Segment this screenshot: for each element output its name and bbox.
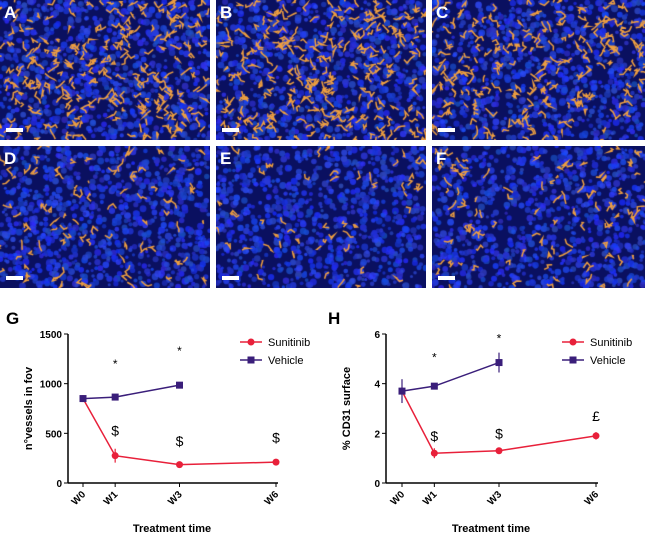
x-axis-label: Treatment time [133, 523, 211, 535]
micrograph-e: E [216, 146, 426, 288]
legend-marker [247, 338, 255, 346]
y-axis-label: % CD31 surface [341, 367, 353, 450]
data-point [111, 393, 119, 401]
scale-bar [6, 276, 23, 280]
significance-mark: $ [176, 433, 184, 449]
significance-mark: * [497, 332, 502, 346]
micrograph-c: C [432, 0, 645, 140]
panel-label: A [4, 3, 17, 22]
panel-label: C [436, 3, 449, 22]
y-tick-label: 1000 [40, 380, 63, 391]
significance-mark: $ [111, 422, 119, 438]
data-point [176, 461, 183, 469]
scale-bar [438, 276, 455, 280]
legend-label: Vehicle [590, 355, 625, 367]
x-tick-label: W1 [421, 489, 440, 508]
legend-label: Vehicle [268, 355, 303, 367]
micrograph-b: B [216, 0, 426, 140]
y-tick-label: 6 [374, 330, 380, 341]
significance-mark: $ [430, 428, 438, 444]
legend-label: Sunitinib [590, 337, 632, 349]
x-tick-label: W3 [166, 489, 185, 508]
significance-mark: £ [592, 408, 600, 424]
y-tick-label: 0 [374, 479, 380, 490]
panel-label: B [220, 3, 233, 22]
data-point [592, 432, 600, 440]
y-tick-label: 0 [56, 479, 62, 490]
data-point [272, 458, 280, 466]
x-tick-label: W0 [389, 489, 408, 508]
data-point [176, 381, 183, 389]
panel-label: G [6, 309, 19, 328]
micrograph-a: A [0, 0, 210, 140]
micrograph-f: F [432, 146, 645, 288]
y-axis-label: n°vessels in fov [23, 366, 35, 450]
x-tick-label: W0 [70, 489, 89, 508]
x-tick-label: W6 [583, 489, 602, 508]
x-tick-label: W1 [102, 489, 121, 508]
series-line-sunitinib [401, 390, 597, 454]
legend-marker [247, 356, 255, 364]
significance-mark: * [432, 350, 437, 364]
x-tick-label: W3 [486, 489, 505, 508]
scale-bar [222, 276, 239, 280]
significance-mark: $ [272, 429, 280, 445]
significance-mark: * [113, 357, 118, 371]
significance-mark: $ [495, 425, 503, 441]
legend-marker [569, 356, 577, 364]
series-line-sunitinib [82, 398, 277, 466]
x-axis-label: Treatment time [452, 523, 530, 535]
y-tick-label: 1500 [40, 330, 63, 341]
legend-marker [569, 338, 577, 346]
chart-g: G 0 500 1000 1500 W0 W1 W3 W6 Treatment time n°ves… [6, 309, 310, 535]
data-point [430, 449, 438, 457]
series-line-vehicle [401, 361, 500, 392]
series-line-vehicle [82, 384, 180, 400]
panel-label: D [4, 149, 17, 168]
scale-bar [438, 128, 455, 132]
scale-bar [222, 128, 239, 132]
data-point [111, 452, 119, 460]
panel-label: E [220, 149, 232, 168]
data-point [495, 447, 503, 455]
data-point [79, 395, 87, 403]
x-tick-label: W6 [263, 489, 282, 508]
significance-mark: * [177, 344, 182, 358]
panel-label: F [436, 149, 447, 168]
y-tick-label: 2 [374, 429, 380, 440]
panel-label: H [328, 309, 340, 328]
data-point [430, 382, 438, 390]
y-tick-label: 4 [374, 380, 380, 391]
scale-bar [6, 128, 23, 132]
legend-label: Sunitinib [268, 337, 310, 349]
chart-h: H 0 2 4 6 W0 W1 W3 W6 Treatment time % CD31 surfac… [328, 309, 632, 535]
data-point [495, 359, 503, 367]
data-point [398, 387, 406, 395]
micrograph-d: D [0, 146, 210, 288]
y-tick-label: 500 [45, 429, 62, 440]
